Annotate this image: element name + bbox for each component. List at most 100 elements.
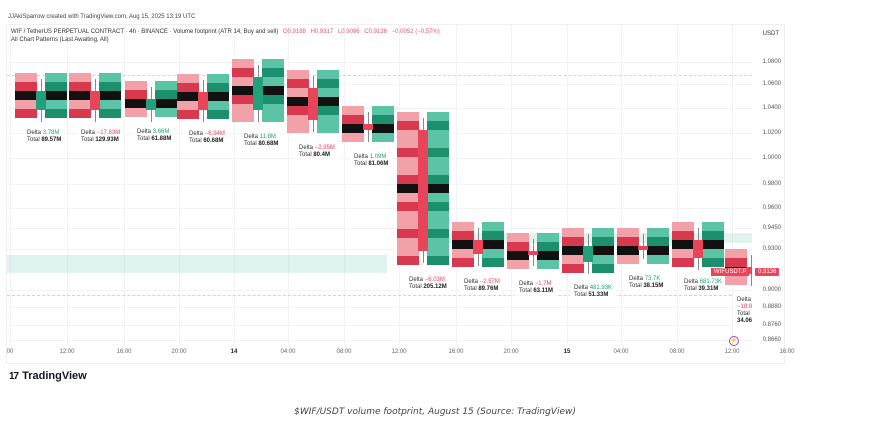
buy-volume-cell — [427, 210, 449, 220]
sell-volume-cell — [397, 246, 419, 256]
ohlc-low: L0.9086 — [337, 29, 360, 35]
sell-volume-cell — [672, 240, 694, 250]
sell-volume-cell — [69, 108, 91, 118]
buy-volume-cell — [427, 219, 449, 229]
total-value: 39.31M — [698, 286, 719, 293]
grid-line — [344, 25, 345, 345]
buy-volume-cell — [45, 81, 67, 91]
buy-volume-cell — [45, 99, 67, 109]
grid-line — [7, 208, 752, 209]
event-marker-icon[interactable]: ⚡ — [729, 336, 739, 346]
time-axis[interactable]: 00 12:00 16:00 20:00 14 04:00 08:00 12:00 16:00 2… — [7, 349, 795, 361]
sell-volume-cell — [672, 249, 694, 259]
buy-volume-cell — [372, 124, 394, 134]
sell-volume-cell — [232, 86, 254, 96]
buy-volume-cell — [482, 249, 504, 259]
sell-volume-cell — [397, 165, 419, 175]
buy-volume-cell — [647, 227, 669, 237]
delta-summary: Delta 73.7K Total 38.15M — [625, 273, 668, 292]
sell-volume-cell — [232, 113, 254, 123]
bearish-candle — [90, 90, 100, 111]
sell-volume-cell — [452, 249, 474, 259]
total-value: 89.76M — [478, 286, 499, 293]
sell-volume-cell — [125, 90, 147, 100]
tradingview-logo: 17 TradingView — [9, 370, 87, 382]
sell-volume-cell — [725, 257, 747, 267]
sell-volume-cell — [177, 83, 199, 93]
sell-volume-cell — [617, 254, 639, 264]
grid-line — [288, 25, 289, 345]
buy-volume-cell — [317, 124, 339, 134]
total-value: 81.06M — [368, 161, 389, 168]
buy-volume-cell — [427, 120, 449, 130]
sell-volume-cell — [342, 133, 364, 143]
delta-summary: Delta 1.09M Total 81.06M — [350, 152, 393, 171]
buy-volume-cell — [482, 240, 504, 250]
delta-value: 681.73K — [699, 279, 723, 286]
sell-volume-cell — [725, 275, 747, 285]
price-axis[interactable]: USDT 1.0800 1.0600 1.0400 1.0200 1.0000 0.980… — [752, 25, 785, 345]
bearish-candle — [693, 240, 703, 259]
delta-value: −17.83M — [96, 129, 121, 136]
sell-volume-cell — [177, 101, 199, 111]
sell-volume-cell — [452, 222, 474, 232]
bearish-candle — [638, 245, 648, 250]
buy-volume-cell — [647, 236, 669, 246]
bullish-candle — [253, 77, 263, 111]
sell-volume-cell — [397, 129, 419, 139]
bearish-candle — [308, 88, 318, 120]
sell-volume-cell — [342, 115, 364, 125]
delta-value: 11.8M — [259, 134, 276, 141]
delta-summary: Delta −2.57M Total 89.76M — [460, 277, 504, 296]
delta-value: −2.95M — [314, 145, 335, 152]
buy-volume-cell — [99, 81, 121, 91]
buy-volume-cell — [155, 108, 177, 118]
grid-line — [179, 25, 180, 345]
last-price-tag: 0.9136 — [755, 268, 780, 276]
grid-line — [677, 25, 678, 345]
buy-volume-cell — [262, 68, 284, 78]
sell-volume-cell — [232, 104, 254, 114]
delta-summary: Delta 3.78M Total 89.57M — [23, 127, 66, 146]
sell-volume-cell — [617, 227, 639, 237]
delta-value: −6.03M — [424, 276, 445, 283]
buy-volume-cell — [427, 165, 449, 175]
sell-volume-cell — [15, 81, 37, 91]
sell-volume-cell — [617, 245, 639, 255]
sell-volume-cell — [562, 263, 584, 273]
buy-volume-cell — [317, 79, 339, 89]
buy-volume-cell — [262, 113, 284, 123]
buy-volume-cell — [317, 115, 339, 125]
plot-area[interactable]: Delta 3.78M Total 89.57M Delta −17.83M Tota… — [7, 25, 752, 345]
buy-volume-cell — [317, 106, 339, 116]
buy-volume-cell — [592, 236, 614, 246]
time-label: 14 — [230, 349, 238, 355]
indicator-legend[interactable]: All Chart Patterns (Last Awaiting, All) — [11, 37, 109, 43]
total-value: 129.93M — [95, 136, 119, 143]
price-label: 0.9000 — [762, 287, 781, 293]
sell-volume-cell — [125, 99, 147, 109]
buy-volume-cell — [427, 237, 449, 247]
buy-volume-cell — [207, 110, 229, 120]
sell-volume-cell — [287, 70, 309, 80]
delta-summary: Delta −6.94M Total 60.68M — [185, 129, 229, 148]
sell-volume-cell — [397, 210, 419, 220]
sell-volume-cell — [232, 68, 254, 78]
sell-volume-cell — [397, 237, 419, 247]
buy-volume-cell — [647, 254, 669, 264]
price-label: 0.8660 — [762, 337, 781, 343]
delta-value: −1.7M — [534, 281, 552, 288]
time-label: 08:00 — [669, 349, 685, 355]
buy-volume-cell — [427, 201, 449, 211]
grid-line — [67, 25, 68, 345]
bearish-candle — [473, 240, 483, 255]
buy-volume-cell — [99, 108, 121, 118]
delta-value: −6.94M — [204, 131, 225, 138]
grid-line — [7, 84, 752, 85]
sell-volume-cell — [397, 201, 419, 211]
delta-summary: Delta −6.03M Total 205.12M — [405, 274, 451, 293]
buy-volume-cell — [207, 74, 229, 84]
buy-volume-cell — [427, 255, 449, 265]
buy-volume-cell — [537, 251, 559, 261]
sell-volume-cell — [232, 77, 254, 87]
